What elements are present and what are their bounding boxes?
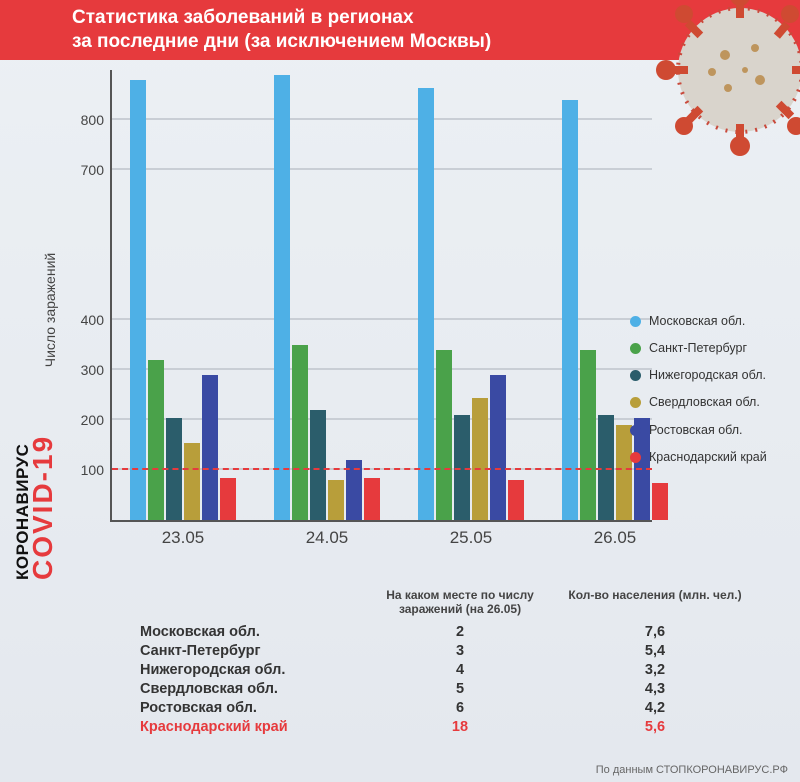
bar — [508, 480, 524, 520]
bar — [274, 75, 290, 520]
legend-item: Свердловская обл. — [630, 391, 767, 414]
cell-pop: 3,2 — [560, 662, 750, 678]
bar — [364, 478, 380, 521]
legend-label: Свердловская обл. — [649, 391, 760, 414]
cell-region: Московская обл. — [140, 624, 360, 640]
bar — [310, 410, 326, 520]
bar — [418, 88, 434, 521]
cell-region: Нижегородская обл. — [140, 662, 360, 678]
bar — [328, 480, 344, 520]
legend-label: Нижегородская обл. — [649, 364, 766, 387]
legend-label: Краснодарский край — [649, 446, 767, 469]
cell-pop: 7,6 — [560, 624, 750, 640]
cell-region: Свердловская обл. — [140, 681, 360, 697]
legend-label: Санкт-Петербург — [649, 337, 747, 360]
x-tick-label: 23.05 — [133, 528, 233, 548]
legend-label: Московская обл. — [649, 310, 745, 333]
x-tick-label: 26.05 — [565, 528, 665, 548]
bar — [436, 350, 452, 520]
bar — [472, 398, 488, 521]
legend-item: Московская обл. — [630, 310, 767, 333]
bar — [184, 443, 200, 521]
plot-area: 800700400300200100 23.0524.0525.0526.05 — [110, 70, 652, 522]
legend-item: Ростовская обл. — [630, 419, 767, 442]
cell-pop: 4,2 — [560, 700, 750, 716]
x-tick-label: 25.05 — [421, 528, 521, 548]
sidebar-line2: COVID-19 — [30, 435, 55, 580]
bar — [580, 350, 596, 520]
table-row: Московская обл.27,6 — [140, 622, 760, 641]
col-rank-header: На каком месте по числу заражений (на 26… — [360, 588, 560, 616]
cell-pop: 5,6 — [560, 719, 750, 735]
virus-icon — [640, 0, 800, 170]
cell-rank: 3 — [360, 643, 560, 659]
sidebar-label: КОРОНАВИРУС COVID-19 — [16, 435, 56, 580]
bar — [562, 100, 578, 520]
bar — [202, 375, 218, 520]
cell-rank: 2 — [360, 624, 560, 640]
cell-rank: 5 — [360, 681, 560, 697]
y-axis-label: Число заражений — [42, 253, 58, 367]
cell-pop: 5,4 — [560, 643, 750, 659]
cell-rank: 6 — [360, 700, 560, 716]
cell-rank: 18 — [360, 719, 560, 735]
cell-region: Санкт-Петербург — [140, 643, 360, 659]
table-row: Санкт-Петербург35,4 — [140, 641, 760, 660]
legend: Московская обл. Санкт-Петербург Нижегородс… — [630, 310, 767, 473]
table-row: Краснодарский край185,6 — [140, 717, 760, 736]
highlight-line — [112, 468, 652, 470]
bar-chart: Число заражений 800700400300200100 23.05… — [110, 70, 670, 550]
cell-pop: 4,3 — [560, 681, 750, 697]
bar — [148, 360, 164, 520]
legend-swatch — [630, 452, 641, 463]
infographic-root: Статистика заболеваний в регионахза посл… — [0, 0, 800, 782]
source-credit: По данным СТОПКОРОНАВИРУС.РФ — [596, 764, 788, 776]
bar — [490, 375, 506, 520]
table-row: Нижегородская обл.43,2 — [140, 660, 760, 679]
legend-label: Ростовская обл. — [649, 419, 743, 442]
bar — [220, 478, 236, 521]
col-pop-header: Кол-во населения (млн. чел.) — [560, 588, 750, 616]
cell-rank: 4 — [360, 662, 560, 678]
table-row: Ростовская обл.64,2 — [140, 698, 760, 717]
legend-swatch — [630, 370, 641, 381]
table-header: На каком месте по числу заражений (на 26… — [140, 588, 760, 616]
table-row: Свердловская обл.54,3 — [140, 679, 760, 698]
legend-item: Санкт-Петербург — [630, 337, 767, 360]
cell-region: Краснодарский край — [140, 719, 360, 735]
legend-item: Нижегородская обл. — [630, 364, 767, 387]
cell-region: Ростовская обл. — [140, 700, 360, 716]
legend-swatch — [630, 397, 641, 408]
legend-swatch — [630, 343, 641, 354]
ranking-table: На каком месте по числу заражений (на 26… — [140, 588, 760, 736]
page-title: Статистика заболеваний в регионахза посл… — [72, 6, 491, 54]
legend-swatch — [630, 316, 641, 327]
bar — [292, 345, 308, 520]
bar — [652, 483, 668, 521]
bar — [130, 80, 146, 520]
legend-swatch — [630, 425, 641, 436]
x-tick-label: 24.05 — [277, 528, 377, 548]
legend-item: Краснодарский край — [630, 446, 767, 469]
